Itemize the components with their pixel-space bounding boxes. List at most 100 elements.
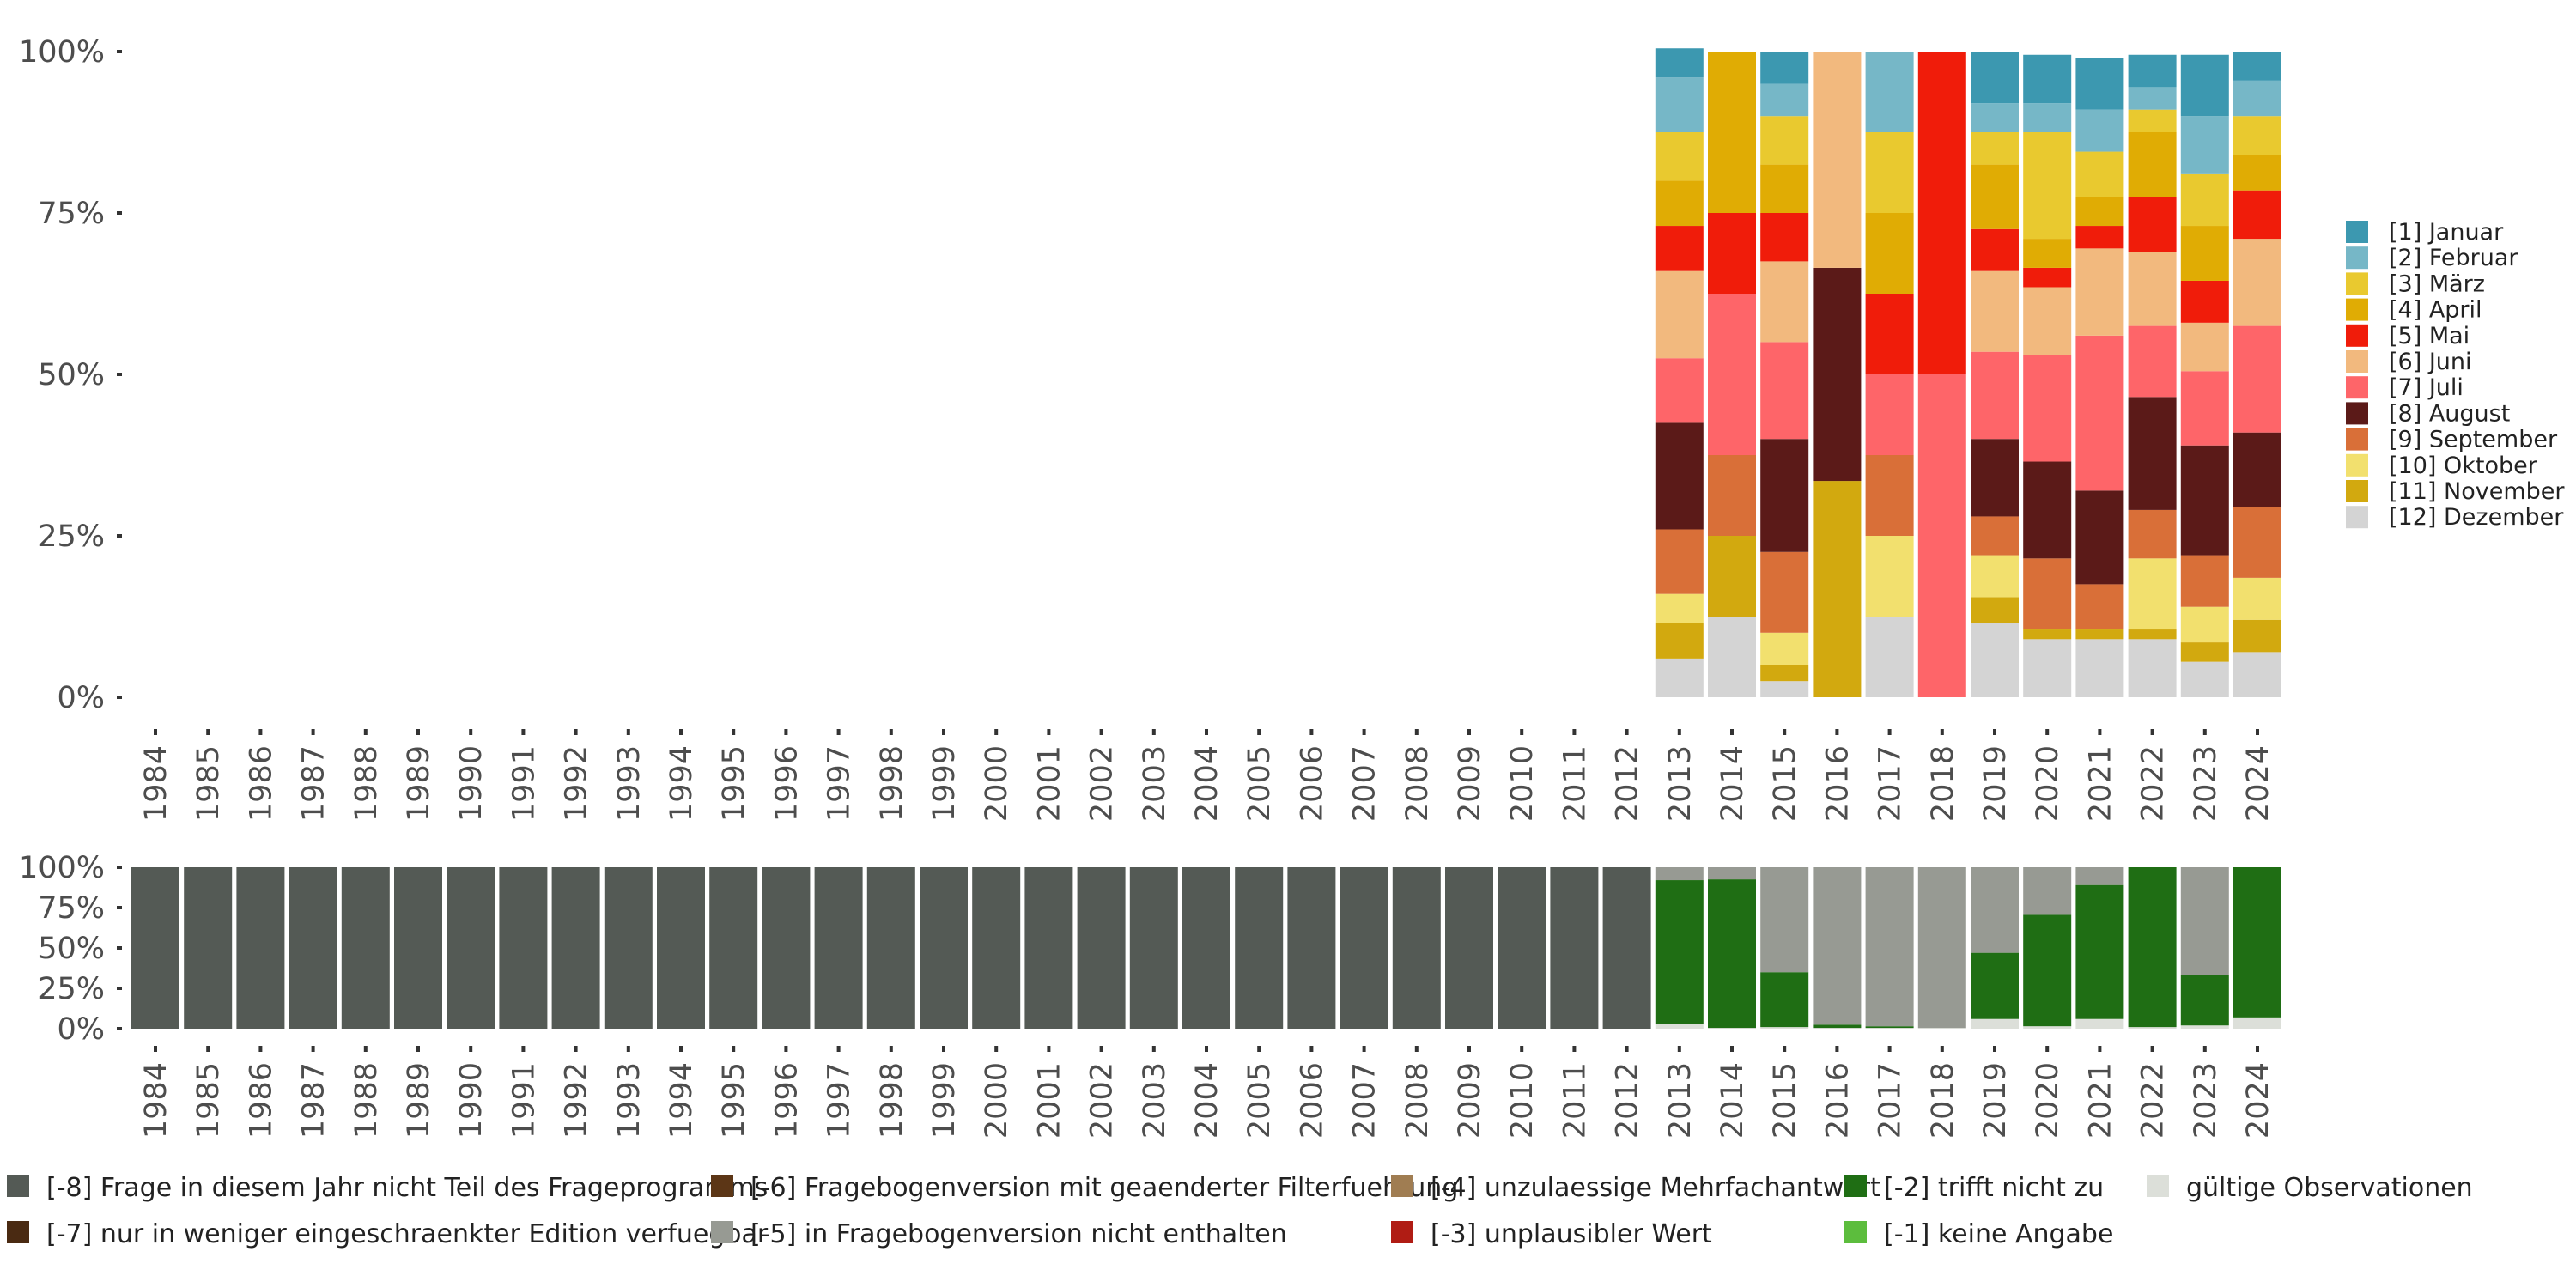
top-bar-2023-4-april — [2180, 226, 2229, 281]
top-bar-2017-12-dezember — [1865, 617, 1914, 697]
top-bar-2022-5-mai — [2128, 197, 2177, 252]
top-x-tick-label: 1984 — [139, 745, 173, 822]
top-x-tick-label: 2000 — [980, 745, 1014, 822]
top-bar-2017-4-april — [1865, 213, 1914, 294]
bottom-bar-2008-8-frage-in-diesem-jahr-nicht-teil-des-frageprogramms — [1392, 867, 1441, 1029]
bottom-x-tick-label: 1996 — [769, 1062, 804, 1139]
top-bar-2024-7-juli — [2233, 325, 2281, 433]
top-x-tick-label: 1992 — [560, 745, 594, 822]
bottom-bar-2014-5-in-fragebogenversion-nicht-enthalten — [1708, 867, 1756, 880]
top-x-tick-label: 2017 — [1874, 745, 1908, 822]
bottom-bar-2018-g-ltige-observationen — [1917, 1028, 1966, 1029]
bottom-bar-2000-8-frage-in-diesem-jahr-nicht-teil-des-frageprogramms — [972, 867, 1021, 1029]
top-y-tick-label: 0% — [57, 681, 105, 715]
top-legend-swatch — [2346, 506, 2368, 529]
bottom-x-tick-label: 1986 — [244, 1062, 278, 1139]
bottom-bar-1984-8-frage-in-diesem-jahr-nicht-teil-des-frageprogramms — [131, 867, 179, 1029]
top-x-tick-label: 1985 — [191, 745, 226, 822]
top-bar-2013-2-februar — [1655, 77, 1704, 132]
bottom-bar-2017-g-ltige-observationen — [1865, 1028, 1914, 1029]
top-bar-2021-2-februar — [2075, 109, 2124, 152]
top-legend-label: [4] April — [2389, 297, 2482, 324]
top-bar-2020-7-juli — [2023, 355, 2072, 462]
bottom-bar-2014-g-ltige-observationen — [1708, 1028, 1756, 1029]
bottom-legend-swatch — [7, 1175, 29, 1197]
top-legend-label: [7] Juli — [2389, 374, 2464, 401]
top-bar-2022-12-dezember — [2128, 639, 2177, 697]
bottom-chart-response-status: 0% 25% 50% 75% 100% 1984 1985 1986 1987 1988 1989… — [19, 851, 2281, 1139]
top-bar-2022-8-august — [2128, 397, 2177, 510]
bottom-bar-2006-8-frage-in-diesem-jahr-nicht-teil-des-frageprogramms — [1287, 867, 1336, 1029]
bottom-legend-label: [-5] in Fragebogenversion nicht enthalte… — [750, 1219, 1287, 1249]
bottom-legend-swatch — [1391, 1175, 1413, 1197]
top-bar-2022-2-februar — [2128, 87, 2177, 110]
top-legend-swatch — [2346, 350, 2368, 373]
bottom-x-tick-label: 2007 — [1348, 1062, 1382, 1139]
top-legend-swatch — [2346, 428, 2368, 451]
top-x-tick-label: 2014 — [1716, 745, 1750, 822]
top-bar-2023-7-juli — [2180, 371, 2229, 446]
top-bar-2024-9-september — [2233, 507, 2281, 578]
top-x-tick-label: 1988 — [349, 745, 384, 822]
bottom-bar-2019-g-ltige-observationen — [1971, 1018, 2019, 1029]
top-x-tick-label: 2009 — [1453, 745, 1487, 822]
top-legend-label: [11] November — [2389, 478, 2565, 505]
bottom-bar-1999-8-frage-in-diesem-jahr-nicht-teil-des-frageprogramms — [920, 867, 968, 1029]
top-bar-2016-6-juni — [1813, 52, 1862, 268]
top-legend-swatch — [2346, 221, 2368, 243]
top-bar-2020-12-dezember — [2023, 639, 2072, 697]
bottom-x-tick-label: 1993 — [612, 1062, 647, 1139]
top-bar-2015-7-juli — [1760, 342, 1809, 440]
bottom-bar-1993-8-frage-in-diesem-jahr-nicht-teil-des-frageprogramms — [604, 867, 653, 1029]
top-x-tick-label: 2022 — [2136, 745, 2171, 822]
bottom-x-tick-label: 1987 — [297, 1062, 331, 1139]
top-x-tick-label: 1994 — [665, 745, 699, 822]
top-bar-2019-7-juli — [1971, 351, 2019, 440]
bottom-bar-2024-g-ltige-observationen — [2233, 1017, 2281, 1029]
top-legend-swatch — [2346, 272, 2368, 295]
bottom-x-tick-label: 2021 — [2083, 1062, 2117, 1139]
bottom-legend-swatch — [711, 1221, 733, 1243]
bottom-x-tick-label: 1989 — [402, 1062, 436, 1139]
bottom-bar-2019-2-trifft-nicht-zu — [1971, 952, 2019, 1019]
bottom-y-tick-label: 25% — [38, 972, 105, 1006]
top-bar-2017-9-september — [1865, 455, 1914, 536]
top-bar-2021-6-juni — [2075, 248, 2124, 336]
top-bar-2015-10-oktober — [1760, 632, 1809, 665]
bottom-x-tick-label: 1988 — [349, 1062, 384, 1139]
bottom-x-tick-label: 2018 — [1926, 1062, 1960, 1139]
bottom-bar-2013-2-trifft-nicht-zu — [1655, 880, 1704, 1024]
top-bar-2013-5-mai — [1655, 226, 1704, 271]
bottom-bar-2013-5-in-fragebogenversion-nicht-enthalten — [1655, 867, 1704, 881]
top-bar-2013-12-dezember — [1655, 658, 1704, 697]
bottom-bar-2016-5-in-fragebogenversion-nicht-enthalten — [1813, 867, 1862, 1025]
top-x-tick-label: 2011 — [1558, 745, 1592, 822]
top-bar-2018-5-mai — [1917, 52, 1966, 374]
bottom-y-axis: 0% 25% 50% 75% 100% — [19, 851, 122, 1047]
top-legend-label: [6] Juni — [2389, 349, 2472, 375]
top-x-tick-label: 1990 — [454, 745, 489, 822]
top-legend-swatch — [2346, 376, 2368, 399]
bottom-legend-label: [-2] trifft nicht zu — [1884, 1173, 2104, 1203]
top-bar-2015-3-m-rz — [1760, 116, 1809, 165]
top-bar-2023-9-september — [2180, 555, 2229, 607]
top-bar-2015-8-august — [1760, 439, 1809, 552]
bottom-legend-swatch — [7, 1221, 29, 1243]
top-bar-2021-12-dezember — [2075, 639, 2124, 697]
top-bar-2021-7-juli — [2075, 335, 2124, 491]
bottom-x-tick-label: 2004 — [1190, 1062, 1224, 1139]
top-bar-2017-2-februar — [1865, 52, 1914, 132]
top-bar-2023-3-m-rz — [2180, 173, 2229, 227]
top-legend-swatch — [2346, 246, 2368, 270]
top-x-tick-label: 2018 — [1926, 745, 1960, 822]
top-legend-label: [10] Oktober — [2389, 453, 2538, 479]
bottom-bar-1994-8-frage-in-diesem-jahr-nicht-teil-des-frageprogramms — [657, 867, 705, 1029]
top-bar-2019-8-august — [1971, 439, 2019, 517]
bottom-x-tick-label: 2022 — [2136, 1062, 2171, 1139]
bottom-x-tick-label: 2006 — [1295, 1062, 1329, 1139]
top-bar-2021-3-m-rz — [2075, 151, 2124, 197]
top-bar-2019-2-februar — [1971, 103, 2019, 132]
top-bar-2020-4-april — [2023, 239, 2072, 268]
top-bar-2015-4-april — [1760, 164, 1809, 213]
